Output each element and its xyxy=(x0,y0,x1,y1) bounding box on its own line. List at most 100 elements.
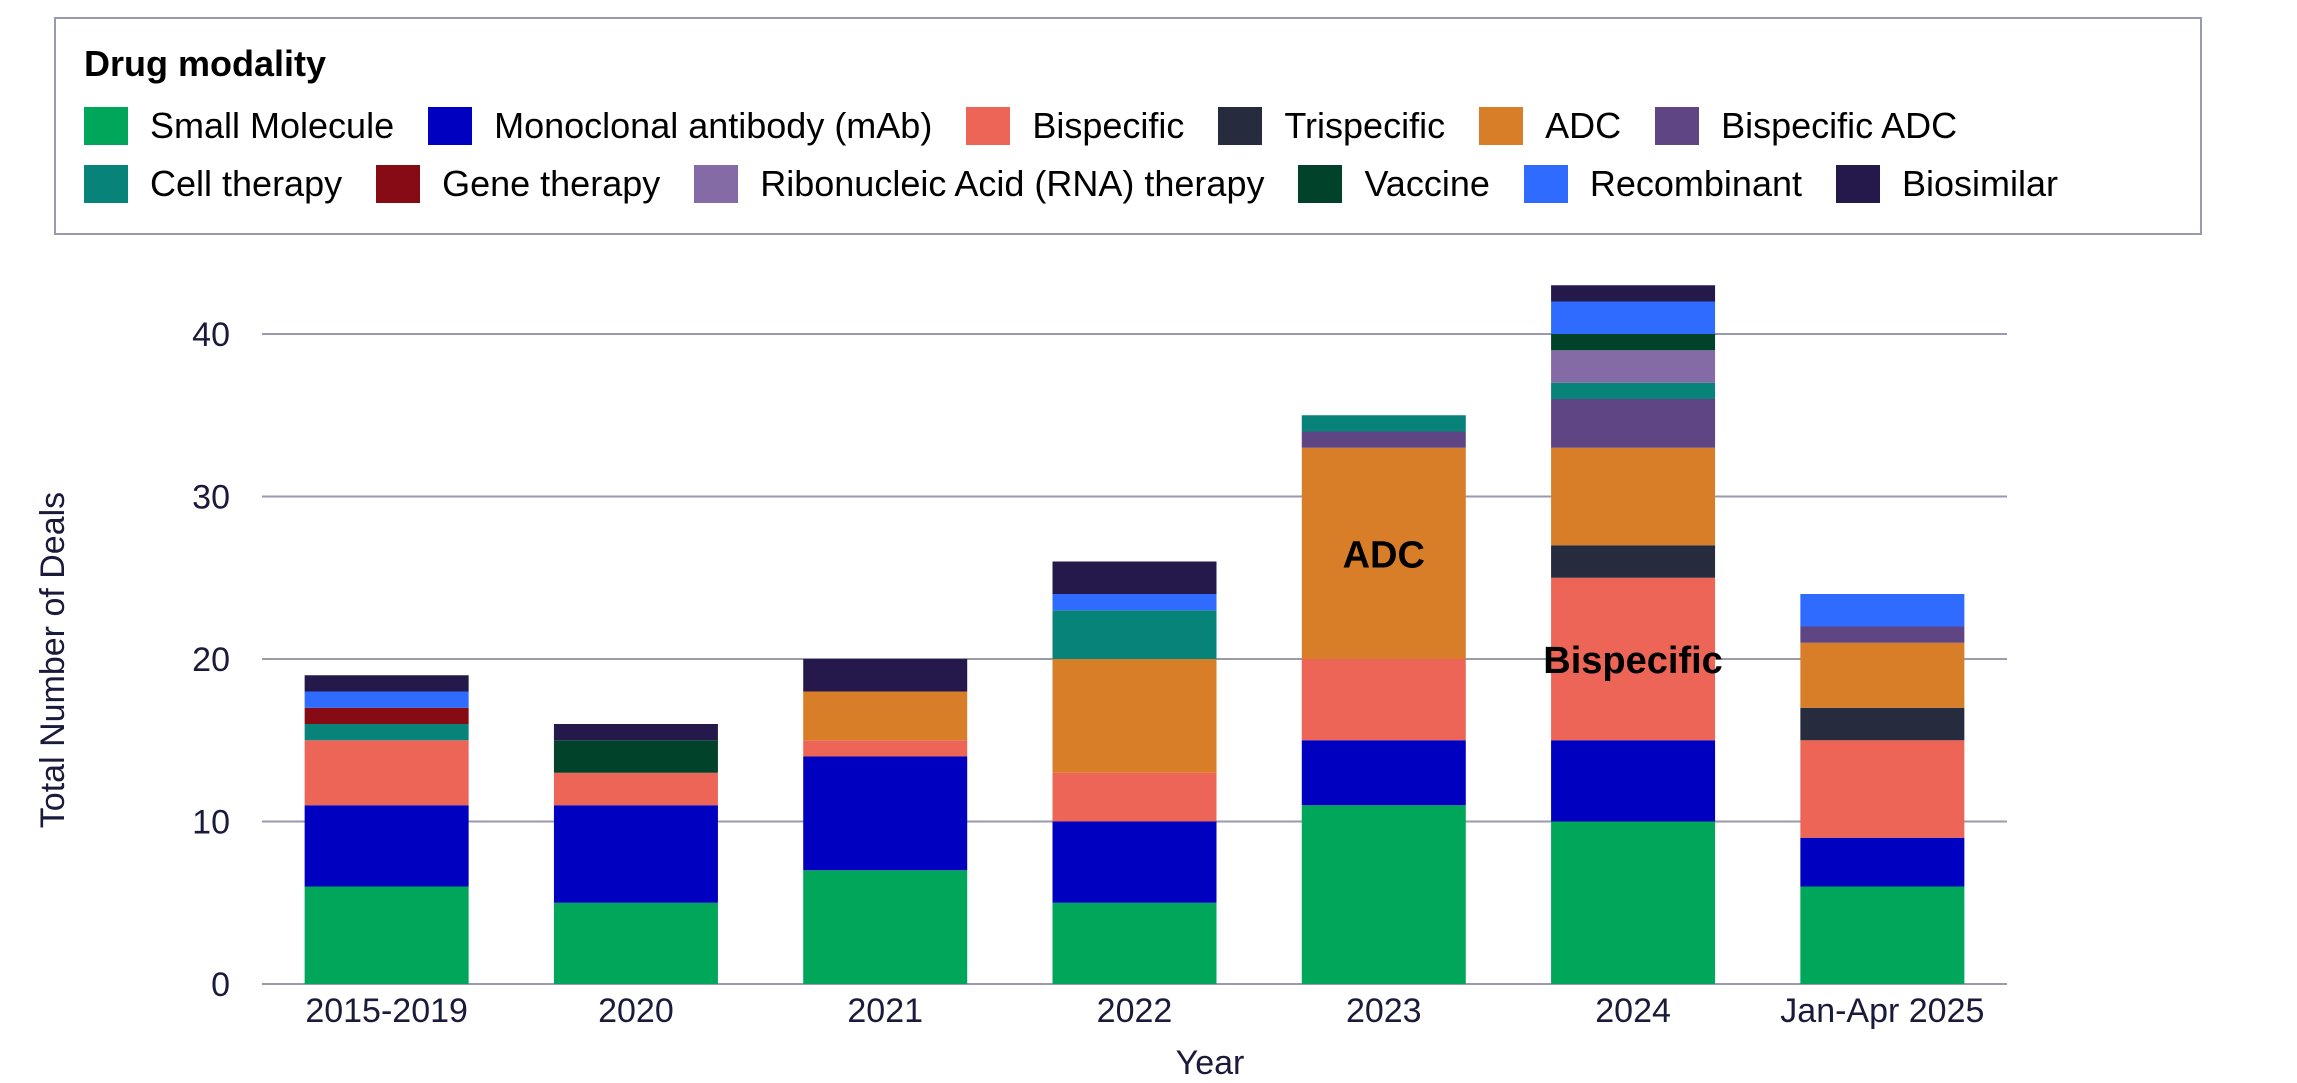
y-tick-label: 30 xyxy=(192,479,230,517)
bar-segment xyxy=(1551,399,1716,448)
legend-row: Cell therapy Gene therapy Ribonucleic Acid… xyxy=(84,155,2172,213)
legend-label: Bispecific xyxy=(1032,105,1185,146)
x-axis-label: Year xyxy=(1176,1044,1245,1082)
legend-swatch xyxy=(84,107,128,145)
x-tick-label: Jan-Apr 2025 xyxy=(1780,992,1984,1030)
legend-label: Vaccine xyxy=(1364,163,1490,204)
bar-segment xyxy=(1301,447,1466,659)
legend-swatch xyxy=(376,165,421,203)
legend-label: Recombinant xyxy=(1589,163,1802,204)
x-tick-label: 2021 xyxy=(847,992,923,1030)
bar-segment xyxy=(553,772,718,806)
bar-segment xyxy=(304,724,469,741)
legend-swatch xyxy=(1218,107,1263,145)
legend-swatch xyxy=(1479,107,1524,145)
legend-item: Bispecific xyxy=(966,105,1184,147)
legend-swatch xyxy=(966,107,1011,145)
x-tick-label: 2022 xyxy=(1097,992,1173,1030)
legend-swatch xyxy=(1655,107,1700,145)
legend-swatch xyxy=(428,107,473,145)
legend-item: Ribonucleic Acid (RNA) therapy xyxy=(694,163,1264,205)
legend-label: ADC xyxy=(1545,105,1622,146)
bar-segment xyxy=(304,740,469,806)
bar-segment xyxy=(1551,545,1716,578)
x-tick-label: 2024 xyxy=(1595,992,1671,1030)
bar-segment xyxy=(304,707,469,724)
legend-label: Cell therapy xyxy=(150,163,343,204)
x-tick-label: 2023 xyxy=(1346,992,1422,1030)
legend-label: Gene therapy xyxy=(442,163,661,204)
bar-segment xyxy=(1551,447,1716,546)
legend-swatch xyxy=(84,165,128,203)
bar-segment xyxy=(1551,334,1716,351)
bar-segment xyxy=(1551,382,1716,399)
x-tick-label: 2015-2019 xyxy=(305,992,468,1030)
bar-segment xyxy=(553,805,718,903)
bar-segment xyxy=(304,805,469,887)
legend-label: Bispecific ADC xyxy=(1721,105,1958,146)
bar-segment xyxy=(1800,642,1965,708)
legend-title: Drug modality xyxy=(84,43,327,84)
legend-item: Biosimilar xyxy=(1836,163,2058,205)
legend-row: Small Molecule Monoclonal antibody (mAb) B… xyxy=(84,97,2172,155)
bar-segment xyxy=(1551,821,1716,984)
legend-item: Monoclonal antibody (mAb) xyxy=(428,105,932,147)
bar-segment xyxy=(1800,886,1965,984)
bar-segment xyxy=(1052,610,1217,659)
bar-segment xyxy=(1551,285,1716,302)
bar-segment xyxy=(1301,659,1466,741)
bar-segment xyxy=(553,740,718,773)
bar-segment xyxy=(1052,594,1217,611)
legend-label: Trispecific xyxy=(1284,105,1446,146)
legend-item: Gene therapy xyxy=(376,163,660,205)
bar-segment xyxy=(1551,350,1716,383)
bar-segment xyxy=(803,740,968,757)
bar-segment xyxy=(1052,821,1217,903)
bar-segment xyxy=(1551,301,1716,334)
bar-segment xyxy=(803,659,968,692)
bar-segment xyxy=(304,886,469,984)
bar-segment xyxy=(1800,837,1965,887)
legend-item: ADC xyxy=(1479,105,1621,147)
legend-item: Recombinant xyxy=(1523,163,1802,205)
bar-segment xyxy=(803,756,968,871)
y-tick-label: 20 xyxy=(192,641,230,679)
bar-segment xyxy=(803,870,968,984)
x-tick-label: 2020 xyxy=(598,992,674,1030)
y-tick-label: 40 xyxy=(192,316,230,354)
bar-segment xyxy=(1301,415,1466,432)
bar-segment xyxy=(1052,659,1217,773)
bar-annotation: Bispecific xyxy=(1543,640,1723,682)
bar-segment xyxy=(1052,772,1217,822)
legend-swatch xyxy=(1523,165,1568,203)
legend-label: Monoclonal antibody (mAb) xyxy=(494,105,933,146)
bar-segment xyxy=(1301,740,1466,806)
legend-label: Biosimilar xyxy=(1902,163,2059,204)
bar-segment xyxy=(1800,707,1965,741)
bar-segment xyxy=(304,691,469,708)
bar-segment xyxy=(1800,740,1965,838)
bar-annotation: ADC xyxy=(1343,534,1425,576)
bar-segment xyxy=(1800,594,1965,627)
bar-segment xyxy=(1052,902,1217,984)
y-tick-label: 10 xyxy=(192,804,230,842)
bar-segment xyxy=(553,724,718,741)
legend: Drug modality Small Molecule Monoclonal a… xyxy=(54,17,2202,235)
bar-segment xyxy=(1301,805,1466,984)
bar-segment xyxy=(1052,561,1217,594)
y-axis-label: Total Number of Deals xyxy=(34,492,72,828)
legend-swatch xyxy=(1836,165,1880,203)
legend-swatch xyxy=(1298,165,1343,203)
legend-item: Trispecific xyxy=(1218,105,1445,147)
legend-label: Ribonucleic Acid (RNA) therapy xyxy=(760,163,1265,204)
legend-item: Cell therapy xyxy=(84,163,342,205)
bar-segment xyxy=(1301,431,1466,448)
bar-segment xyxy=(304,675,469,692)
legend-item: Bispecific ADC xyxy=(1655,105,1957,147)
bar-segment xyxy=(1800,626,1965,643)
legend-label: Small Molecule xyxy=(150,105,395,146)
legend-item: Small Molecule xyxy=(84,105,394,147)
bar-segment xyxy=(553,902,718,984)
bar-segment xyxy=(1551,577,1716,741)
